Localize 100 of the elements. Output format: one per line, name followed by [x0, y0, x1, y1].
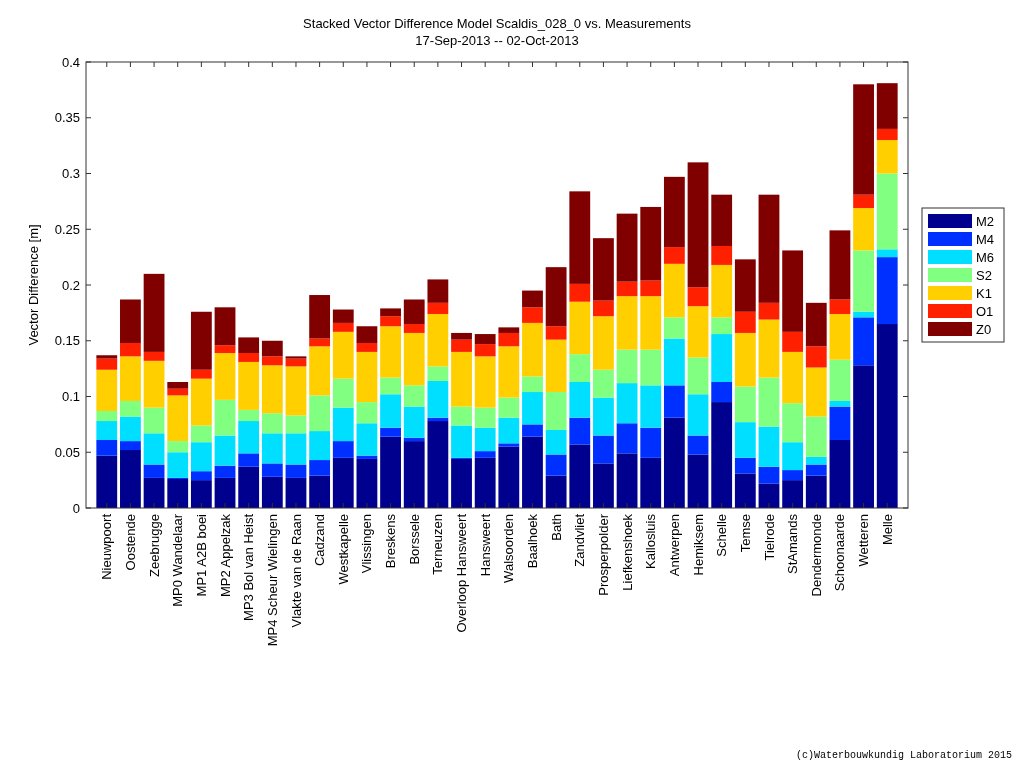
- bar: [143, 351, 165, 361]
- bar: [569, 382, 591, 418]
- bar: [238, 453, 260, 467]
- y-tick-label: 0.15: [54, 333, 80, 349]
- bar: [593, 316, 614, 370]
- bar: [190, 369, 212, 379]
- bar: [498, 443, 520, 447]
- bar: [285, 464, 307, 478]
- bar: [261, 463, 283, 477]
- bar: [593, 463, 614, 508]
- bar: [687, 306, 709, 358]
- bar: [876, 173, 898, 250]
- bar: [167, 395, 189, 442]
- chart-subtitle: 17-Sep-2013 -- 02-Oct-2013: [415, 33, 579, 48]
- bar: [711, 382, 733, 403]
- bar: [451, 351, 472, 407]
- bar: [143, 433, 165, 465]
- bar: [309, 460, 331, 476]
- bar: [356, 342, 378, 352]
- bar: [616, 349, 638, 384]
- bar: [758, 319, 780, 378]
- bar: [711, 245, 733, 265]
- bar: [758, 302, 780, 320]
- bar: [214, 345, 236, 354]
- bar: [190, 378, 212, 426]
- bar: [190, 471, 212, 481]
- bar: [758, 194, 780, 303]
- bar: [120, 400, 141, 417]
- bar: [214, 435, 236, 466]
- x-tick-label: MP3 Bol van Heist: [241, 513, 257, 621]
- bar: [782, 403, 804, 443]
- legend-label: M4: [976, 231, 995, 247]
- bar: [853, 84, 874, 195]
- bar: [356, 402, 378, 424]
- bar: [261, 433, 283, 464]
- bar: [829, 400, 851, 407]
- bar: [876, 83, 898, 129]
- bar: [356, 326, 378, 343]
- x-tick-label: MP4 Scheur Wielingen: [264, 514, 280, 647]
- bar: [143, 360, 165, 408]
- bar: [498, 346, 520, 398]
- bar: [640, 385, 662, 428]
- bar: [711, 264, 733, 318]
- bar: [451, 458, 472, 508]
- bar: [545, 454, 567, 476]
- y-tick-label: 0.2: [61, 277, 80, 293]
- bar: [214, 399, 236, 436]
- bar: [120, 342, 141, 357]
- bar: [829, 299, 851, 314]
- bar: [120, 450, 141, 508]
- bar: [805, 367, 827, 417]
- bar: [332, 378, 354, 408]
- bar: [711, 194, 733, 246]
- x-tick-label: Overloop Hansweert: [454, 513, 470, 633]
- bar: [214, 465, 236, 478]
- x-tick-label: Antwerpen: [666, 514, 682, 577]
- bar: [545, 475, 567, 508]
- bar: [569, 301, 591, 355]
- bar: [663, 385, 685, 418]
- x-tick-label: Wetteren: [856, 514, 872, 567]
- bar: [522, 322, 543, 377]
- bar: [238, 409, 260, 422]
- bar: [285, 477, 307, 508]
- bar: [214, 307, 236, 346]
- bar: [380, 427, 401, 437]
- bar: [829, 439, 851, 508]
- bar: [522, 376, 543, 393]
- bar: [853, 194, 874, 209]
- bar: [569, 354, 591, 383]
- legend-label: Z0: [976, 321, 992, 337]
- bar: [451, 332, 472, 340]
- x-tick-label: Baalhoek: [525, 513, 541, 569]
- bar: [427, 366, 449, 381]
- x-tick-label: Breskens: [383, 513, 399, 569]
- bar: [853, 250, 874, 312]
- bar: [498, 397, 520, 418]
- bar: [427, 417, 449, 422]
- bar: [332, 331, 354, 379]
- bar: [167, 479, 189, 508]
- bar: [805, 346, 827, 368]
- bar: [782, 480, 804, 508]
- x-tick-label: Oostende: [122, 514, 138, 571]
- bar: [545, 339, 567, 393]
- bar: [734, 386, 756, 423]
- bar: [853, 311, 874, 318]
- bar: [734, 311, 756, 333]
- bar: [640, 349, 662, 386]
- bar: [474, 344, 496, 357]
- bar: [782, 442, 804, 471]
- bar: [734, 259, 756, 312]
- bar: [143, 273, 165, 352]
- bar: [474, 356, 496, 408]
- x-tick-label: Schelle: [714, 514, 730, 557]
- bar: [782, 250, 804, 332]
- bar: [380, 394, 401, 428]
- bar: [616, 423, 638, 454]
- bar: [451, 425, 472, 458]
- bar: [285, 366, 307, 416]
- x-tick-label: Zeebrugge: [146, 514, 162, 577]
- bar: [711, 334, 733, 383]
